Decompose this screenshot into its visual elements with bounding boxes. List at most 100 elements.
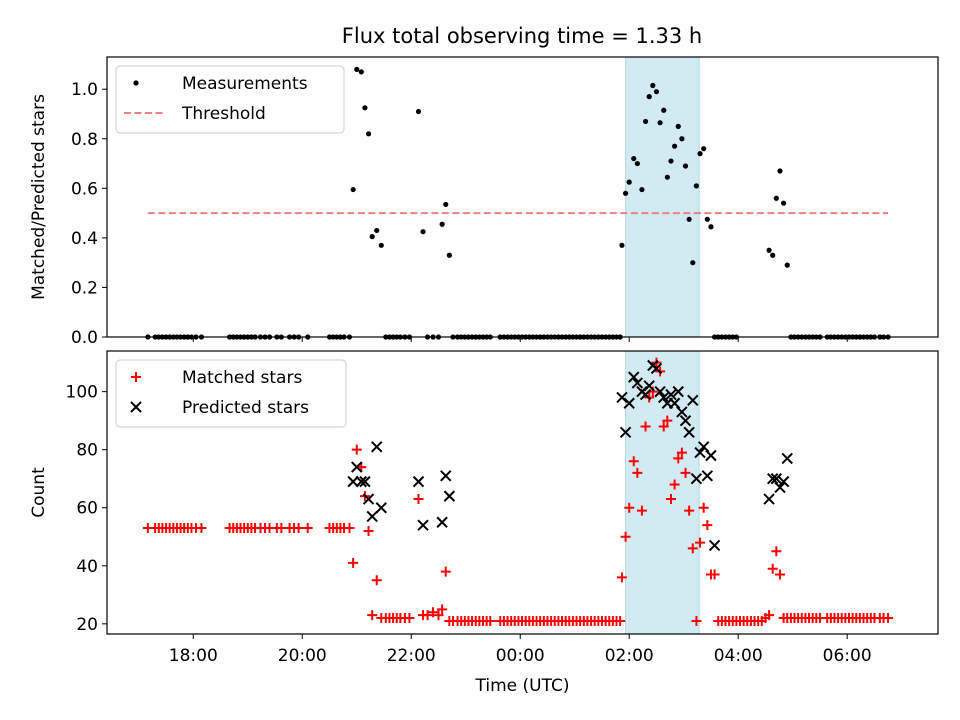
matched-star-point: [687, 543, 698, 554]
predicted-star-point: [362, 493, 375, 505]
matched-star-point: [665, 494, 676, 505]
matched-star-point: [680, 467, 691, 478]
matched-star-point: [371, 575, 382, 586]
plot-frame: [106, 350, 939, 635]
measurement-point: [350, 186, 356, 193]
predicted-star-point: [412, 475, 425, 488]
matched-star-point: [615, 615, 626, 626]
y-tick-label: 40: [76, 557, 98, 577]
x-tick-label: 20:00: [278, 646, 327, 666]
legend-measurement-marker: [133, 80, 139, 86]
predicted-star-point: [631, 377, 644, 389]
y-tick-label: 0.4: [71, 229, 98, 249]
matched-star-point: [624, 502, 635, 513]
measurement-point: [682, 163, 689, 169]
measurement-point: [374, 227, 380, 234]
predicted-star-point: [658, 391, 670, 404]
predicted-star-point: [616, 391, 628, 404]
matched-star-point: [485, 615, 496, 626]
y-tick-label: 0.8: [71, 130, 98, 150]
measurement-point: [439, 221, 445, 227]
top-panel: 0.0 0.2 0.4 0.6 0.8 1.0 Matched/Predicted star…: [29, 56, 939, 348]
matched-star-point: [428, 607, 439, 618]
measurement-point: [675, 123, 681, 129]
y-tick-label: 100: [66, 383, 98, 403]
measurement-point: [653, 89, 660, 95]
predicted-star-point: [347, 475, 359, 488]
predicted-star-point: [366, 510, 378, 523]
bottom-panel: 20 40 60 80 100 18:00 20:00 22:00 00:00 02:00 04:0…: [29, 350, 939, 696]
predicted-star-point: [687, 394, 699, 407]
predicted-star-point: [701, 470, 714, 482]
measurement-point: [639, 186, 645, 193]
matched-star-point: [691, 615, 702, 626]
matched-star-point: [620, 531, 631, 542]
measurement-point: [642, 118, 649, 125]
matched-star-point: [293, 523, 304, 534]
matched-star-point: [673, 453, 684, 464]
measurement-point: [443, 201, 449, 208]
y-tick-label: 1.0: [71, 80, 98, 100]
predicted-star-point: [371, 441, 383, 453]
predicted-star-point: [351, 461, 363, 473]
measurement-point: [626, 179, 632, 185]
matched-star-point: [363, 525, 374, 536]
legend: Matched stars Predicted stars: [115, 359, 347, 428]
measurement-point: [365, 131, 372, 137]
matched-star-point: [351, 444, 362, 455]
predicted-star-point: [355, 475, 368, 488]
predicted-star-point: [781, 452, 793, 465]
legend-matched-marker: [131, 372, 141, 382]
predicted-star-point: [443, 490, 456, 502]
series-matched-stars: [142, 357, 894, 626]
measurement-point: [697, 151, 703, 157]
measurement-point: [420, 229, 426, 235]
y-axis-label: Count: [29, 467, 49, 518]
predicted-star-point: [770, 473, 783, 485]
matched-star-point: [883, 613, 894, 624]
matched-star-point: [422, 610, 433, 621]
measurement-point: [664, 174, 670, 180]
predicted-star-point: [767, 473, 779, 485]
matched-star-point: [640, 421, 651, 432]
measurement-point: [668, 158, 674, 164]
matched-star-point: [695, 537, 706, 548]
measurement-point: [770, 252, 776, 258]
predicted-star-point: [683, 426, 695, 438]
x-tick-label: 04:00: [714, 646, 763, 666]
legend-label: Matched stars: [182, 368, 302, 388]
predicted-star-point: [359, 475, 371, 488]
measurement-point: [784, 262, 790, 268]
matched-star-point: [702, 520, 713, 531]
x-tick-label: 06:00: [823, 646, 872, 666]
legend-box: [115, 359, 347, 428]
measurement-point: [657, 120, 663, 126]
measurement-point: [650, 82, 656, 89]
predicted-star-point: [436, 516, 448, 528]
matched-star-point: [662, 415, 673, 426]
predicted-star-point: [676, 406, 688, 418]
matched-star-point: [367, 610, 378, 621]
matched-star-point: [404, 613, 415, 624]
y-tick-label: 80: [76, 441, 98, 461]
predicted-star-point: [619, 426, 632, 438]
predicted-star-point: [668, 397, 681, 409]
predicted-star-point: [690, 473, 703, 485]
legend-label: Predicted stars: [182, 398, 309, 418]
measurement-point: [686, 216, 692, 222]
measurement-point: [631, 155, 637, 162]
matched-star-point: [658, 421, 669, 432]
measurement-point: [679, 136, 685, 142]
predicted-star-point: [697, 441, 710, 453]
measurement-point: [708, 224, 714, 230]
matched-star-point: [636, 505, 647, 516]
matched-star-point: [302, 523, 313, 534]
y-tick-label: 20: [76, 615, 98, 635]
measurement-point: [415, 108, 422, 115]
matched-star-point: [433, 610, 444, 621]
measurement-point: [690, 260, 696, 266]
matched-star-point: [628, 456, 639, 467]
x-tick-label: 18:00: [169, 646, 218, 666]
predicted-star-point: [672, 385, 684, 398]
